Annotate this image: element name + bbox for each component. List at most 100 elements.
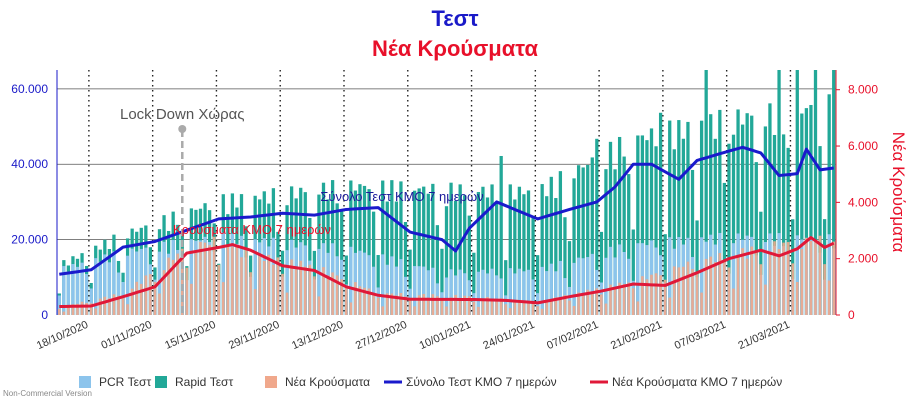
bar-cases bbox=[331, 272, 334, 315]
bar-cases bbox=[281, 273, 284, 315]
bar-cases bbox=[212, 236, 216, 315]
bar-cases bbox=[126, 304, 129, 315]
bar-cases bbox=[253, 289, 257, 315]
bar-rapid bbox=[772, 134, 777, 315]
bar-pcr bbox=[116, 272, 121, 315]
bar-rapid bbox=[490, 184, 494, 315]
bar-cases bbox=[408, 298, 412, 315]
bar-pcr bbox=[66, 271, 71, 315]
bar-cases bbox=[764, 284, 767, 315]
cases-7day-line bbox=[59, 236, 835, 309]
bar-cases bbox=[627, 282, 631, 315]
legend-swatch-pcr[interactable] bbox=[79, 376, 91, 388]
bar-rapid bbox=[695, 220, 699, 315]
bar-cases bbox=[376, 297, 380, 315]
bar-cases bbox=[513, 301, 517, 315]
bar-pcr bbox=[390, 256, 394, 315]
legend-swatch-rapid[interactable] bbox=[155, 376, 167, 388]
x-tick-label: 01/11/2020 bbox=[99, 319, 153, 352]
bar-cases bbox=[577, 292, 580, 315]
bar-rapid bbox=[472, 252, 476, 315]
bar-cases bbox=[262, 260, 266, 315]
right-y-axis: 0 2.000 4.000 6.000 8.000 bbox=[836, 83, 878, 322]
legend-label-rapid[interactable]: Rapid Τεστ bbox=[175, 375, 233, 389]
bar-rapid bbox=[376, 255, 380, 315]
bar-pcr bbox=[84, 273, 89, 315]
bar-rapid bbox=[540, 184, 544, 315]
bar-cases bbox=[89, 303, 93, 315]
bar-cases bbox=[94, 308, 98, 315]
bar-pcr bbox=[125, 255, 130, 315]
bar-cases bbox=[185, 267, 189, 315]
bar-rapid bbox=[526, 190, 531, 315]
bar-cases bbox=[267, 254, 271, 315]
bar-cases bbox=[121, 298, 125, 315]
bar-rapid bbox=[399, 181, 403, 315]
bar-rapid bbox=[832, 70, 836, 315]
bar-rapid bbox=[800, 113, 804, 316]
legend-label-cases[interactable]: Νέα Κρούσματα bbox=[285, 375, 370, 389]
bar-rapid bbox=[740, 124, 745, 315]
bar-cases bbox=[736, 255, 740, 315]
bar-rapid bbox=[804, 108, 809, 316]
bar-pcr bbox=[508, 268, 512, 315]
bar-rapid bbox=[640, 135, 645, 315]
right-tick-label: 4.000 bbox=[848, 195, 878, 209]
bar-cases bbox=[832, 241, 836, 315]
bar-pcr bbox=[795, 235, 799, 315]
bar-pcr bbox=[62, 266, 66, 315]
bar-rapid bbox=[608, 141, 613, 315]
x-tick-label: 07/02/2021 bbox=[545, 319, 600, 352]
legend-label-cases7[interactable]: Νέα Κρούσματα ΚΜΟ 7 ημερών bbox=[612, 375, 782, 389]
bar-cases bbox=[340, 279, 344, 315]
bar-rapid bbox=[631, 229, 635, 315]
bar-cases bbox=[294, 269, 298, 315]
lockdown-marker-dot bbox=[178, 125, 187, 133]
bar-pcr bbox=[549, 263, 553, 315]
bar-cases bbox=[426, 297, 430, 315]
bar-rapid bbox=[531, 217, 535, 315]
bar-cases bbox=[581, 294, 585, 315]
bar-cases bbox=[754, 250, 758, 315]
bar-cases bbox=[759, 264, 763, 315]
legend-swatch-cases[interactable] bbox=[265, 376, 277, 388]
bar-cases bbox=[522, 300, 526, 315]
bar-rapid bbox=[604, 169, 608, 315]
bar-pcr bbox=[540, 266, 544, 315]
bar-cases bbox=[508, 308, 512, 315]
tests-line-label: Σύνολο Τεστ ΚΜΟ 7 ημερών bbox=[320, 189, 483, 204]
bar-rapid bbox=[599, 231, 604, 315]
bar-cases bbox=[531, 300, 535, 315]
bar-cases bbox=[445, 306, 448, 315]
bar-pcr bbox=[403, 276, 408, 315]
bar-cases bbox=[595, 288, 599, 315]
bar-cases bbox=[613, 288, 617, 315]
bar-pcr bbox=[608, 246, 613, 315]
bar-cases bbox=[203, 242, 207, 315]
bar-pcr bbox=[112, 251, 116, 315]
bar-pcr bbox=[586, 257, 590, 315]
bar-cases bbox=[335, 275, 339, 315]
bar-cases bbox=[463, 295, 467, 315]
bar-pcr bbox=[526, 269, 531, 315]
bar-rapid bbox=[554, 198, 558, 315]
bar-pcr bbox=[80, 262, 84, 315]
bar-rapid bbox=[627, 174, 631, 315]
bar-rapid bbox=[412, 190, 417, 315]
bar-rapid bbox=[563, 217, 567, 315]
legend-label-pcr[interactable]: PCR Τεστ bbox=[99, 375, 151, 389]
bar-cases bbox=[691, 269, 694, 315]
bar-rapid bbox=[818, 146, 822, 315]
left-tick-label: 40.000 bbox=[11, 157, 48, 171]
bar-cases bbox=[795, 282, 799, 315]
bar-cases bbox=[695, 271, 699, 315]
bar-cases bbox=[563, 295, 567, 315]
bar-cases bbox=[745, 258, 749, 315]
bar-rapid bbox=[586, 164, 590, 315]
bar-rapid bbox=[731, 134, 736, 315]
bar-rapid bbox=[595, 138, 599, 315]
bar-cases bbox=[381, 306, 385, 315]
legend-label-tests7[interactable]: Σύνολο Τεστ ΚΜΟ 7 ημερών bbox=[406, 375, 557, 389]
bar-cases bbox=[354, 282, 357, 315]
bar-cases bbox=[436, 296, 439, 315]
